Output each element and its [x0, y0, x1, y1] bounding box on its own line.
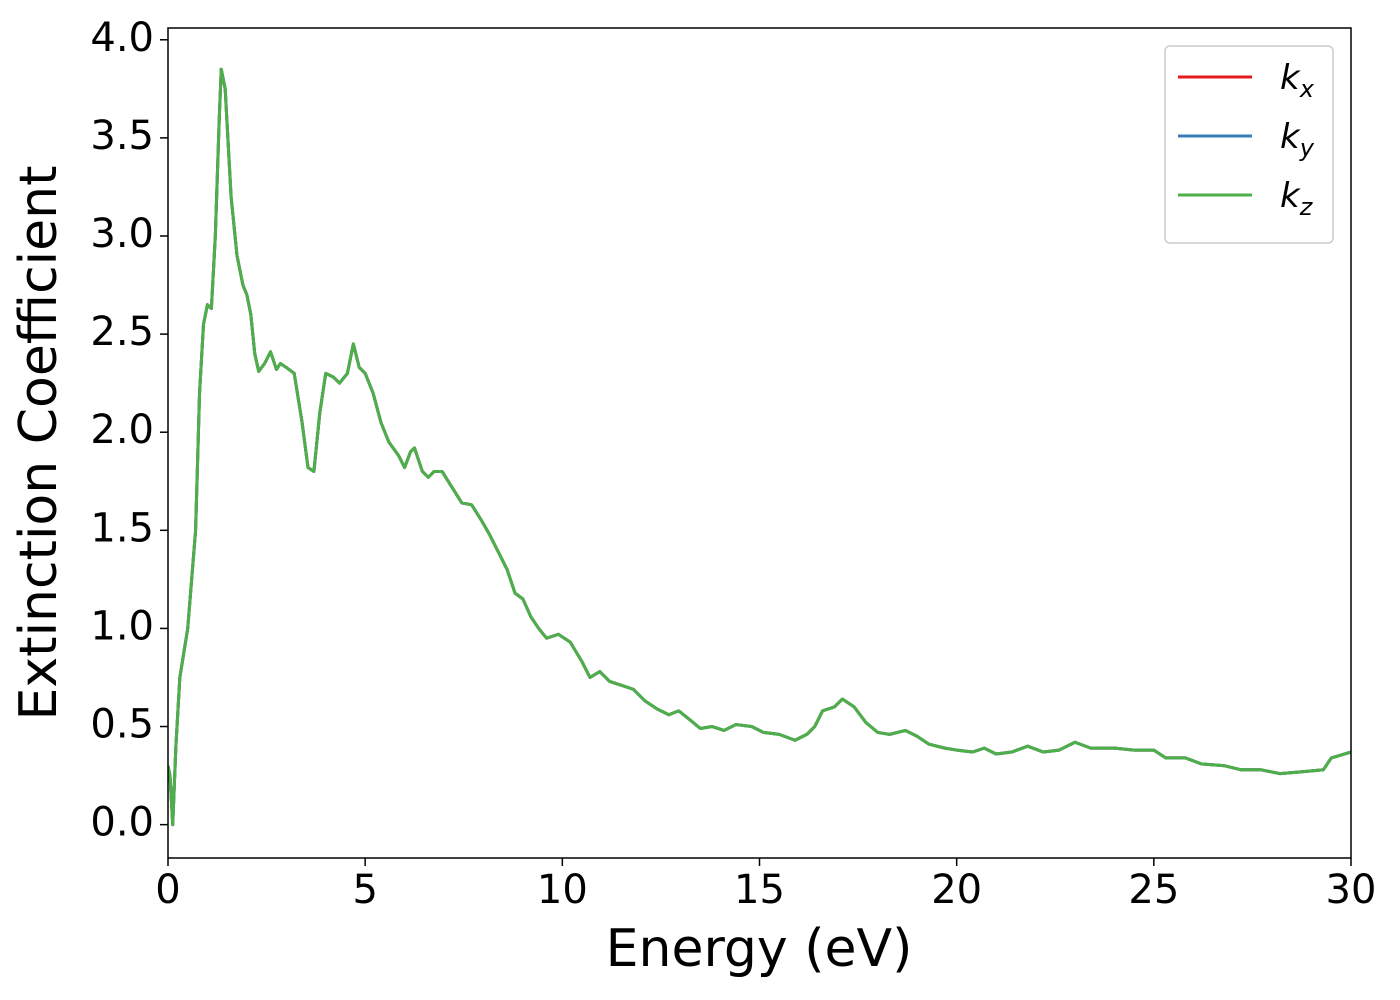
- y-tick-label: 2.5: [90, 309, 154, 355]
- y-tick-label: 3.5: [90, 113, 154, 159]
- legend-label: ky: [1280, 117, 1315, 162]
- x-tick-label: 15: [734, 867, 785, 913]
- y-tick-label: 0.0: [90, 800, 154, 846]
- y-tick-label: 4.0: [90, 15, 154, 61]
- x-tick-label: 10: [537, 867, 588, 913]
- x-tick-label: 30: [1326, 867, 1377, 913]
- y-tick-label: 2.0: [90, 407, 154, 453]
- y-tick-label: 1.0: [90, 603, 154, 649]
- plot-frame: [167, 27, 1352, 859]
- legend-label: kx: [1280, 58, 1315, 103]
- x-tick-label: 5: [352, 867, 377, 913]
- x-axis-label: Energy (eV): [606, 919, 913, 979]
- data-line: [168, 67, 1351, 827]
- x-tick-label: 0: [155, 867, 180, 913]
- y-tick-label: 0.5: [90, 702, 154, 748]
- x-tick-label: 25: [1128, 867, 1179, 913]
- legend-label: kz: [1280, 176, 1314, 221]
- x-tick-label: 20: [931, 867, 982, 913]
- y-axis-label: Extinction Coefficient: [9, 166, 69, 721]
- y-tick-label: 1.5: [90, 505, 154, 551]
- y-tick-label: 3.0: [90, 211, 154, 257]
